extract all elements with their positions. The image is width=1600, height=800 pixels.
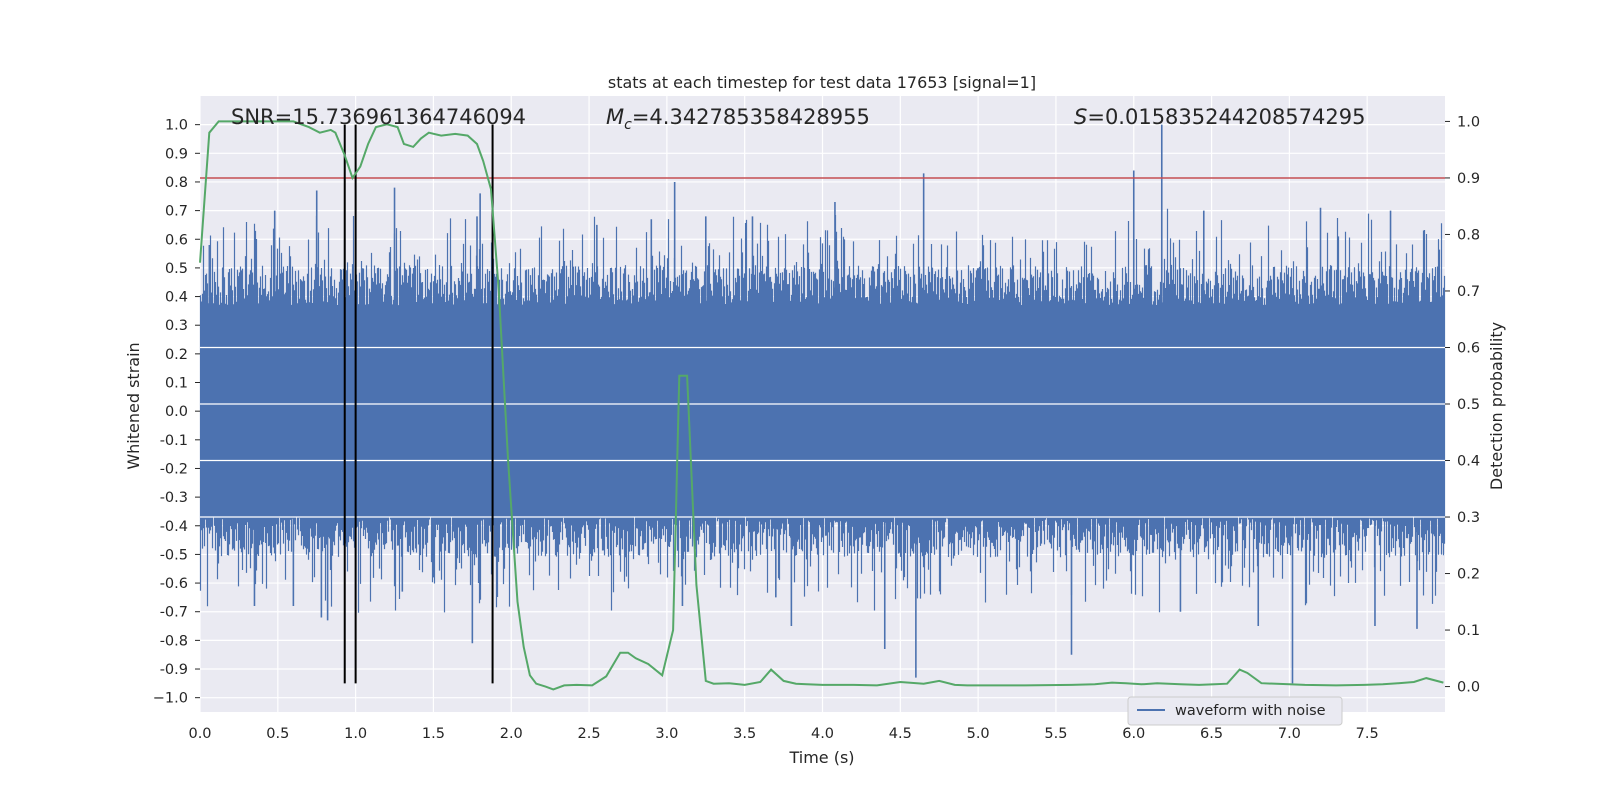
- x-tick-label-8: 4.0: [811, 726, 834, 742]
- y-right-tick-label-3: 0.7: [1457, 284, 1480, 300]
- y-tick-label-16: -0.6: [160, 576, 188, 592]
- legend: waveform with noise: [1127, 696, 1343, 726]
- y-tick-label-11: -0.1: [160, 433, 188, 449]
- s-annotation: S=0.015835244208574295: [1074, 105, 1365, 129]
- y-tick-label-2: 0.8: [165, 175, 188, 191]
- s-symbol: S: [1074, 105, 1087, 129]
- y-tick-label-9: 0.1: [165, 376, 188, 392]
- x-axis-ticks: 0.0 0.5 1.0 1.5 2.0 2.5 3.0 3.5 4.0 4.5 5.0 5.5 6.0 6…: [188, 726, 1378, 742]
- y-right-tick-label-4: 0.6: [1457, 340, 1480, 356]
- x-tick-label-10: 5.0: [967, 726, 990, 742]
- y-tick-label-3: 0.7: [165, 204, 188, 220]
- y-right-tick-label-8: 0.2: [1457, 567, 1480, 583]
- y-right-tick-label-10: 0.0: [1457, 680, 1480, 696]
- x-tick-label-11: 5.5: [1044, 726, 1067, 742]
- chirp-mass-subscript: c: [624, 117, 632, 133]
- y-axis-ticks: 1.0 0.9 0.8 0.7 0.6 0.5 0.4 0.3 0.2 0.1 0.0 -0.1 -0.…: [153, 118, 200, 707]
- y-tick-label-0: 1.0: [165, 118, 188, 134]
- x-tick-label-12: 6.0: [1122, 726, 1145, 742]
- y-right-tick-label-6: 0.4: [1457, 454, 1480, 470]
- x-axis-label: Time (s): [788, 748, 854, 767]
- x-tick-label-3: 1.5: [422, 726, 445, 742]
- x-tick-label-13: 6.5: [1200, 726, 1223, 742]
- y-right-tick-label-0: 1.0: [1457, 114, 1480, 130]
- x-tick-label-9: 4.5: [889, 726, 912, 742]
- legend-box: [1127, 696, 1343, 726]
- y-tick-label-18: -0.8: [160, 633, 188, 649]
- y-right-axis-label: Detection probability: [1487, 322, 1506, 490]
- x-tick-label-7: 3.5: [733, 726, 756, 742]
- y-tick-label-4: 0.6: [165, 232, 188, 248]
- s-value: =0.015835244208574295: [1087, 105, 1365, 129]
- y-tick-label-7: 0.3: [165, 318, 188, 334]
- y-tick-label-17: -0.7: [160, 605, 188, 621]
- y-right-tick-label-7: 0.3: [1457, 510, 1480, 526]
- x-tick-label-5: 2.5: [578, 726, 601, 742]
- y-right-tick-label-5: 0.5: [1457, 397, 1480, 413]
- y-right-tick-label-1: 0.9: [1457, 171, 1480, 187]
- y-tick-label-10: 0.0: [165, 404, 188, 420]
- chirp-mass-annotation: Mc=4.342785358428955: [606, 105, 870, 133]
- y-right-axis-ticks: 1.0 0.9 0.8 0.7 0.6 0.5 0.4 0.3 0.2 0.1 0.0: [1445, 114, 1480, 696]
- y-tick-label-6: 0.4: [165, 290, 188, 306]
- detection-probability-series: [199, 120, 1444, 691]
- y-right-tick-label-2: 0.8: [1457, 227, 1480, 243]
- y-tick-label-13: -0.3: [160, 490, 188, 506]
- y-tick-label-8: 0.2: [165, 347, 188, 363]
- legend-label: waveform with noise: [1175, 703, 1326, 719]
- x-tick-label-6: 3.0: [655, 726, 678, 742]
- snr-annotation: SNR=15.736961364746094: [231, 105, 526, 129]
- x-tick-label-1: 0.5: [266, 726, 289, 742]
- y-tick-label-5: 0.5: [165, 261, 188, 277]
- chirp-mass-symbol: M: [606, 105, 624, 129]
- x-tick-label-0: 0.0: [188, 726, 211, 742]
- x-tick-label-4: 2.0: [500, 726, 523, 742]
- y-axis-label: Whitened strain: [124, 342, 143, 469]
- y-tick-label-14: -0.4: [160, 519, 188, 535]
- x-tick-label-15: 7.5: [1356, 726, 1379, 742]
- x-tick-label-14: 7.0: [1278, 726, 1301, 742]
- y-tick-label-12: -0.2: [160, 461, 188, 477]
- y-tick-label-20: −1.0: [153, 691, 188, 707]
- chart-title: stats at each timestep for test data 176…: [608, 73, 1036, 92]
- y-tick-label-1: 0.9: [165, 146, 188, 162]
- detection-probability-line: [199, 120, 1444, 691]
- x-tick-label-2: 1.0: [344, 726, 367, 742]
- y-tick-label-15: -0.5: [160, 547, 188, 563]
- y-tick-label-19: -0.9: [160, 662, 188, 678]
- y-right-tick-label-9: 0.1: [1457, 623, 1480, 639]
- chirp-mass-value: =4.342785358428955: [632, 105, 870, 129]
